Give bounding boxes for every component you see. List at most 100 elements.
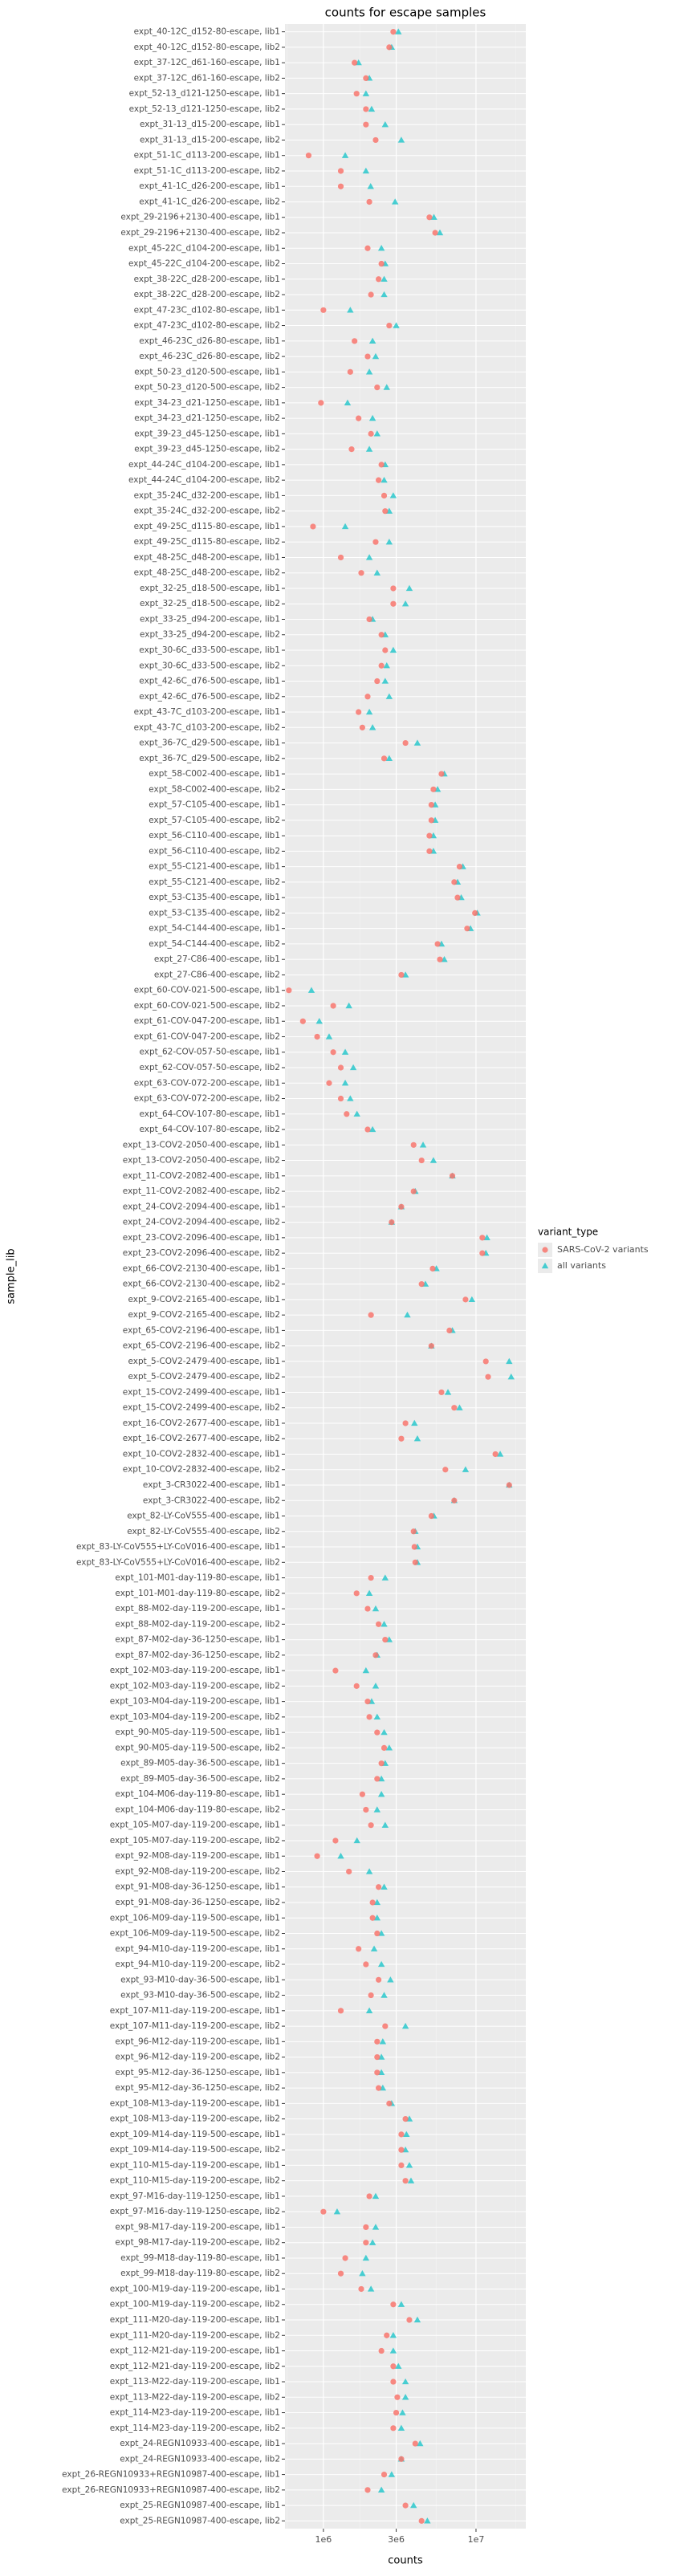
y-tick-label: expt_55-C121-400-escape, lib1 (149, 862, 280, 872)
point (411, 1419, 418, 1426)
y-tick-label: expt_37-12C_d61-160-escape, lib1 (134, 58, 280, 67)
point (381, 476, 388, 483)
point (451, 1405, 458, 1411)
point (402, 2178, 409, 2184)
point (398, 1203, 405, 1210)
point (456, 864, 463, 870)
y-tick-label: expt_41-1C_d26-200-escape, lib1 (139, 181, 280, 191)
point (389, 492, 397, 499)
point (381, 1883, 388, 1890)
point (382, 508, 389, 515)
point (337, 2270, 344, 2277)
y-tick-label: expt_34-23_d21-1250-escape, lib2 (134, 413, 280, 423)
point (413, 739, 421, 746)
y-tick-label: expt_94-M10-day-119-200-escape, lib2 (115, 1959, 280, 1969)
y-tick-label: expt_58-C002-400-escape, lib1 (149, 769, 280, 779)
y-tick-label: expt_106-M09-day-119-500-escape, lib1 (110, 1913, 280, 1923)
y-tick-label: expt_89-M05-day-36-500-escape, lib2 (120, 1774, 280, 1784)
y-tick-label: expt_38-22C_d28-200-escape, lib2 (134, 290, 280, 299)
point (347, 368, 353, 375)
y-tick-label: expt_90-M05-day-119-500-escape, lib2 (115, 1743, 280, 1752)
point (374, 678, 381, 685)
y-tick-label: expt_54-C144-400-escape, lib2 (149, 939, 280, 949)
y-tick-label: expt_54-C144-400-escape, lib1 (149, 924, 280, 934)
point (386, 44, 393, 51)
point (325, 1033, 333, 1040)
point (377, 1960, 385, 1968)
y-tick-label: expt_50-23_d120-500-escape, lib1 (134, 367, 280, 376)
y-tick-label: expt_62-COV-057-50-escape, lib2 (139, 1063, 280, 1072)
y-tick-label: expt_108-M13-day-119-200-escape, lib2 (110, 2114, 280, 2124)
y-tick-label: expt_39-23_d45-1250-escape, lib2 (134, 445, 280, 454)
point (485, 1373, 491, 1380)
y-tick-label: expt_112-M21-day-119-200-escape, lib2 (110, 2362, 280, 2371)
point (388, 2471, 396, 2477)
point (352, 59, 358, 66)
point (353, 1683, 360, 1689)
point (364, 2487, 371, 2493)
y-tick-label: expt_100-M19-day-119-200-escape, lib2 (110, 2300, 280, 2309)
point (404, 1311, 411, 1318)
point (403, 2130, 410, 2138)
point (438, 771, 445, 777)
point (387, 1976, 394, 1983)
point (346, 1868, 352, 1875)
point (337, 554, 344, 561)
y-tick-label: expt_101-M01-day-119-80-escape, lib2 (115, 1589, 280, 1598)
point (429, 1265, 436, 1272)
y-tick-label: expt_93-M10-day-36-500-escape, lib1 (120, 1975, 280, 1984)
y-tick-label: expt_61-COV-047-200-escape, lib1 (134, 1016, 280, 1026)
y-tick-label: expt_57-C105-400-escape, lib2 (149, 816, 280, 825)
y-tick-label: expt_57-C105-400-escape, lib1 (149, 800, 280, 810)
point (468, 1296, 476, 1303)
point (364, 1699, 371, 1705)
point (363, 2224, 369, 2231)
y-tick-label: expt_50-23_d120-500-escape, lib2 (134, 383, 280, 393)
legend-symbol (542, 1247, 548, 1253)
point (368, 2239, 376, 2245)
point (359, 1791, 365, 1797)
point (418, 1157, 425, 1164)
point (379, 2038, 387, 2045)
point (402, 1420, 409, 1426)
point (385, 755, 393, 761)
point (367, 2285, 375, 2292)
point (364, 245, 371, 251)
y-tick-label: expt_92-M08-day-119-200-escape, lib2 (115, 1866, 280, 1876)
point (362, 167, 370, 174)
point (393, 2409, 400, 2416)
point (368, 1992, 374, 1999)
point (372, 136, 379, 144)
point (307, 987, 315, 993)
point (374, 1930, 381, 1937)
point (378, 462, 385, 468)
point (436, 229, 444, 236)
point (378, 662, 385, 669)
point (347, 307, 354, 313)
y-tick-label: expt_108-M13-day-119-200-escape, lib1 (110, 2098, 280, 2108)
point (365, 554, 373, 560)
point (353, 1110, 360, 1117)
x-tick-label: 1e6 (315, 2534, 332, 2545)
point (389, 646, 397, 653)
point (341, 1048, 349, 1055)
y-tick-label: expt_13-COV2-2050-400-escape, lib2 (123, 1156, 280, 1166)
y-tick-label: expt_31-13_d15-200-escape, lib1 (140, 120, 280, 129)
point (451, 1497, 458, 1504)
y-tick-label: expt_62-COV-057-50-escape, lib1 (139, 1048, 280, 1057)
y-tick-label: expt_10-COV2-2832-400-escape, lib2 (123, 1465, 280, 1475)
point (372, 2192, 380, 2200)
point (365, 1868, 373, 1874)
y-tick-label: expt_106-M09-day-119-500-escape, lib2 (110, 1929, 280, 1939)
point (430, 214, 438, 220)
y-tick-label: expt_60-COV-021-500-escape, lib2 (134, 1001, 280, 1011)
point (383, 384, 390, 390)
point (330, 1049, 336, 1056)
point (398, 2456, 405, 2462)
point (349, 1064, 357, 1071)
y-tick-label: expt_87-M02-day-36-1250-escape, lib1 (115, 1635, 280, 1645)
y-tick-label: expt_82-LY-CoV555-400-escape, lib1 (127, 1512, 280, 1521)
y-tick-label: expt_32-25_d18-500-escape, lib1 (140, 584, 280, 593)
y-tick-label: expt_109-M14-day-119-500-escape, lib1 (110, 2130, 280, 2139)
point (363, 106, 369, 112)
